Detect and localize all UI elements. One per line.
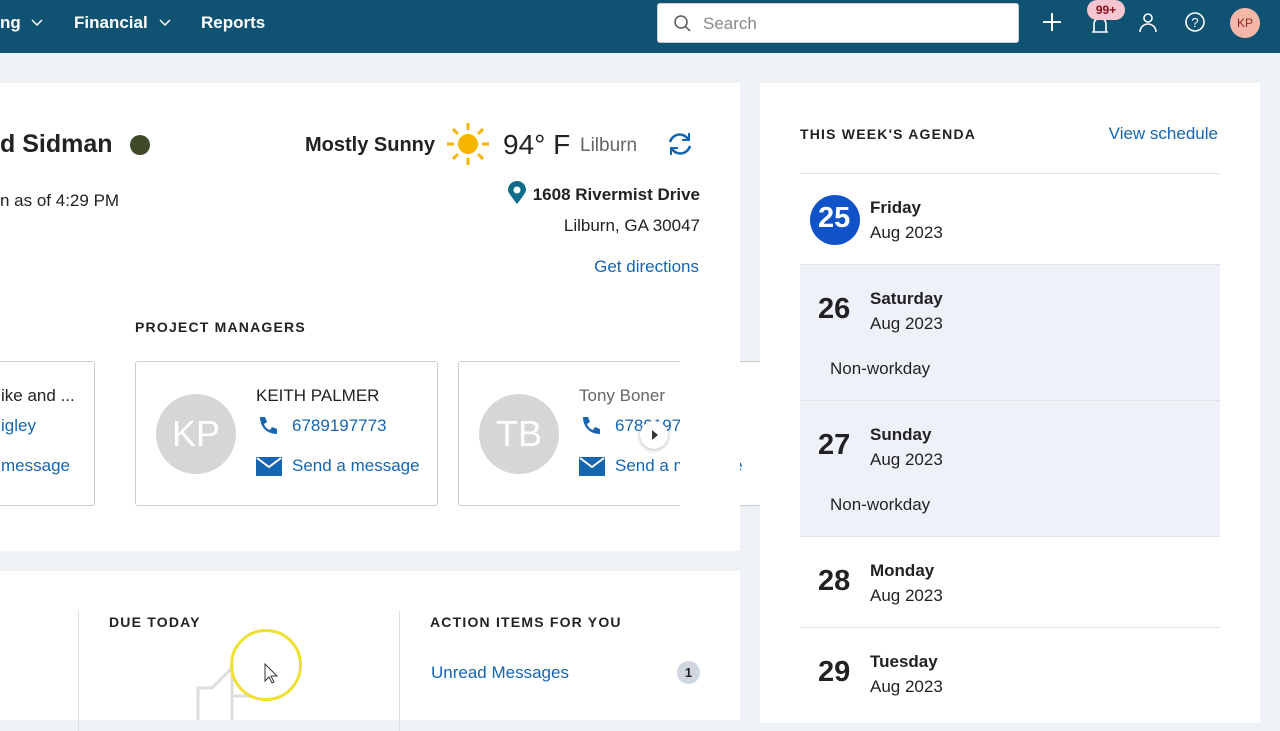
day-number: 26 bbox=[818, 293, 851, 325]
address-line: Lilburn, GA 30047 bbox=[563, 216, 700, 235]
section-title: ACTION ITEMS FOR YOU bbox=[430, 614, 622, 630]
month: Aug 2023 bbox=[870, 223, 943, 242]
agenda-day[interactable]: 27 Sunday Aug 2023 Non-workday bbox=[800, 400, 1220, 536]
user-avatar[interactable]: KP bbox=[1230, 8, 1260, 38]
section-title: DUE TODAY bbox=[109, 614, 201, 630]
month: Aug 2023 bbox=[870, 314, 943, 333]
search-placeholder: Search bbox=[703, 14, 757, 33]
manager-card: ike and ... igley message bbox=[0, 361, 95, 506]
weekday: Monday bbox=[870, 561, 935, 580]
agenda-day[interactable]: 26 Saturday Aug 2023 Non-workday bbox=[800, 264, 1220, 400]
message-link[interactable]: Send a message bbox=[292, 456, 420, 475]
manager-avatar: KP bbox=[156, 394, 236, 474]
message-link[interactable]: message bbox=[1, 456, 70, 475]
phone-icon bbox=[579, 414, 603, 443]
month: Aug 2023 bbox=[870, 586, 943, 605]
search-icon bbox=[674, 15, 691, 32]
agenda-day[interactable]: 25 Friday Aug 2023 bbox=[800, 173, 1220, 264]
directions-link[interactable]: Get directions bbox=[594, 257, 699, 276]
schedule-link[interactable]: View schedule bbox=[1108, 124, 1218, 143]
day-number: 29 bbox=[818, 656, 851, 688]
count-badge: 1 bbox=[677, 661, 700, 684]
tasks-card: DUE TODAY ACTION ITEMS FOR YOU Unread Me… bbox=[0, 571, 740, 731]
action-link[interactable]: Unread Messages bbox=[431, 663, 569, 682]
agenda-day[interactable]: 29 Tuesday Aug 2023 bbox=[800, 627, 1220, 718]
weekday: Tuesday bbox=[870, 652, 938, 671]
agenda-day[interactable]: 28 Monday Aug 2023 bbox=[800, 536, 1220, 627]
cursor bbox=[264, 663, 279, 684]
day-number: 27 bbox=[818, 429, 851, 461]
weather: Mostly Sunny bbox=[305, 134, 436, 156]
mail-icon bbox=[256, 456, 282, 481]
city: Lilburn bbox=[580, 135, 638, 156]
job-name: d Sidman bbox=[0, 130, 113, 158]
month: Aug 2023 bbox=[870, 450, 943, 469]
top-nav: ng Financial Reports Search ? 99+ KP bbox=[0, 0, 1280, 53]
manager-name: ike and ... bbox=[1, 386, 75, 405]
carousel-next[interactable] bbox=[640, 421, 668, 449]
day-number: 25 bbox=[818, 202, 851, 234]
manager-link[interactable]: igley bbox=[1, 416, 36, 435]
refresh-icon[interactable] bbox=[666, 130, 694, 158]
nav-icons: ? bbox=[1043, 12, 1205, 33]
section-title: PROJECT MANAGERS bbox=[135, 319, 306, 335]
weekday: Sunday bbox=[870, 425, 932, 444]
month: Aug 2023 bbox=[870, 677, 943, 696]
day-number: 28 bbox=[818, 565, 851, 597]
nav-item[interactable]: Reports bbox=[201, 13, 266, 32]
day-note: Non-workday bbox=[830, 495, 931, 514]
phone-icon bbox=[256, 414, 280, 443]
nav-item[interactable]: Financial bbox=[74, 13, 148, 32]
section-title: THIS WEEK'S AGENDA bbox=[800, 126, 977, 142]
mail-icon bbox=[579, 456, 605, 481]
status-dot bbox=[130, 135, 150, 155]
sun-icon bbox=[447, 123, 489, 165]
notification-badge: 99+ bbox=[1087, 0, 1125, 20]
phone-link[interactable]: 6789197773 bbox=[292, 416, 387, 435]
carousel-mask bbox=[680, 361, 740, 506]
manager-name: KEITH PALMER bbox=[256, 386, 380, 405]
weekday: Saturday bbox=[870, 289, 943, 308]
weekday: Friday bbox=[870, 198, 922, 217]
chevrons bbox=[31, 19, 171, 27]
svg-text:?: ? bbox=[1191, 15, 1198, 30]
temperature: 94° F bbox=[503, 129, 571, 160]
search-box[interactable]: Search bbox=[657, 3, 1019, 43]
status-text: n as of 4:29 PM bbox=[0, 191, 120, 210]
manager-avatar: TB bbox=[479, 394, 559, 474]
address-line: 1608 Rivermist Drive bbox=[532, 185, 700, 204]
nav-item[interactable]: ng bbox=[0, 13, 21, 32]
cursor-highlight bbox=[230, 629, 302, 701]
today-marker bbox=[810, 195, 860, 245]
manager-name: Tony Boner bbox=[579, 386, 665, 405]
manager-card: KP KEITH PALMER 6789197773 Send a message bbox=[135, 361, 438, 506]
pin-icon bbox=[508, 181, 526, 204]
day-note: Non-workday bbox=[830, 359, 931, 378]
